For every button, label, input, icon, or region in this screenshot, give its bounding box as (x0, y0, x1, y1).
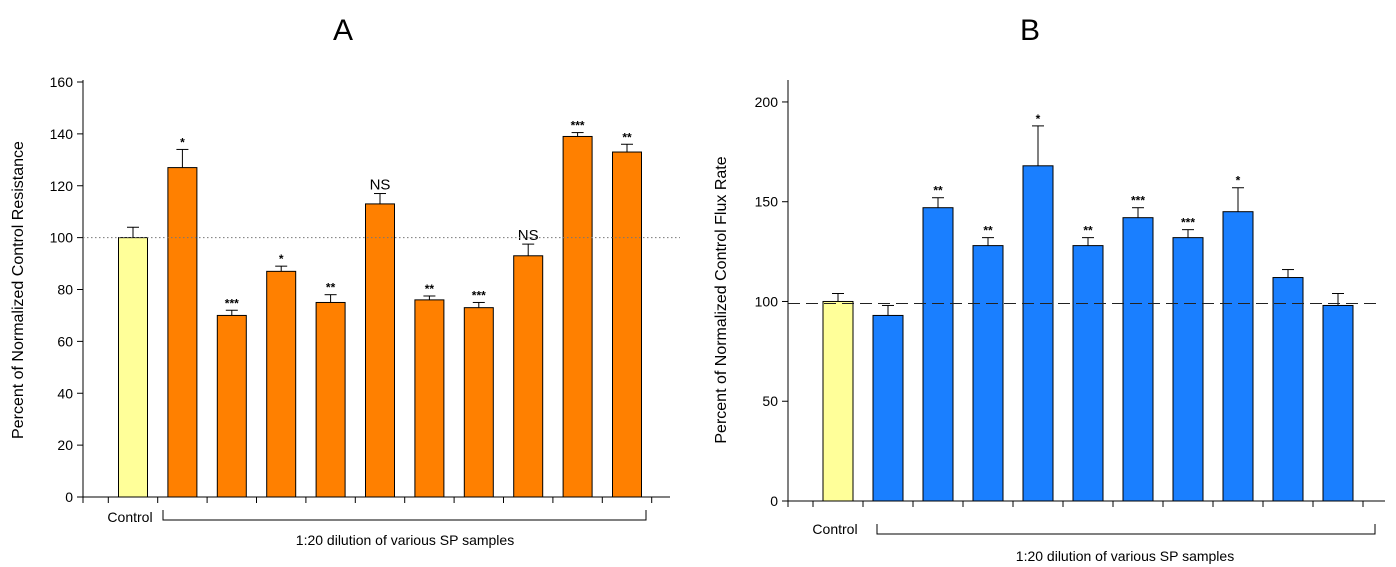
panel-a-bar (463, 307, 494, 498)
panel-b-bar (1172, 237, 1204, 502)
panel-b-significance-label: * (1236, 174, 1241, 188)
panel-b-significance-label: *** (1181, 216, 1195, 230)
panel-a-y-tick-label: 140 (50, 126, 74, 142)
panel-b-significance-label: ** (983, 224, 993, 238)
panel-b-bar (972, 245, 1004, 502)
panel-a-significance-label: ** (622, 130, 632, 144)
panel-a: A Percent of Normalized Control Resistan… (10, 14, 680, 548)
panel-b-significance-label: ** (1083, 224, 1093, 238)
panel-a-y-tick-label: 40 (57, 385, 73, 401)
panel-b-y-tick-label: 50 (762, 393, 778, 409)
panel-a-significance-label: ** (425, 282, 435, 296)
panel-a-group-label: 1:20 dilution of various SP samples (296, 532, 514, 548)
panel-b-bar (1122, 217, 1154, 502)
panel-a-significance-label: *** (472, 288, 486, 302)
panel-b-bar (822, 300, 854, 502)
panel-a-significance-label: NS (370, 177, 391, 194)
panel-a-significance-label: ** (326, 281, 336, 295)
panel-a-bar (315, 301, 346, 498)
panel-a-letter: A (333, 14, 353, 47)
panel-a-bar (513, 255, 544, 498)
panel-a-y-tick-label: 80 (57, 282, 73, 298)
panel-b-significance-label: * (1036, 112, 1041, 126)
panel-b-bar (1322, 304, 1354, 502)
panel-b-bar (1222, 211, 1254, 502)
panel-a-significance-label: *** (571, 119, 585, 133)
panel-a-bar (612, 151, 642, 498)
panel-a-group-bracket (162, 510, 647, 521)
panel-a-bar (216, 314, 247, 498)
panel-a-significance-label: NS (518, 227, 539, 244)
panel-b-y-axis-label: Percent of Normalized Control Flux Rate (713, 156, 730, 443)
panel-a-y-tick-label: 160 (50, 74, 74, 90)
panel-b-control-label: Control (812, 521, 857, 537)
panel-b-y-tick-label: 200 (755, 94, 779, 110)
panel-a-significance-label: *** (225, 296, 239, 310)
panel-a-y-tick-label: 120 (50, 178, 74, 194)
panel-b-significance-label: ** (933, 184, 943, 198)
panel-b-bar (1272, 277, 1304, 502)
panel-a-bar (167, 167, 198, 498)
panel-b-letter: B (1020, 14, 1040, 47)
panel-b-bar (1022, 165, 1054, 502)
panel-a-y-tick-label: 0 (65, 489, 73, 505)
panel-b-bar (872, 314, 904, 502)
panel-b-y-tick-label: 150 (755, 194, 779, 210)
panel-b-group-bracket (876, 524, 1376, 535)
panel-a-y-tick-label: 100 (50, 230, 74, 246)
panel-a-bar (414, 299, 445, 498)
panel-b-bar (1072, 245, 1104, 502)
panel-a-bar (118, 237, 148, 498)
panel-a-significance-label: * (279, 252, 284, 266)
panel-a-significance-label: * (180, 135, 185, 149)
panel-a-bar (562, 135, 593, 498)
panel-b-y-tick-label: 100 (755, 293, 779, 309)
panel-a-y-axis-label: Percent of Normalized Control Resistance (10, 141, 27, 439)
panel-a-bar (266, 270, 297, 498)
panel-a-bar (365, 203, 395, 498)
panel-b-significance-label: *** (1131, 194, 1145, 208)
panel-a-control-label: Control (107, 509, 152, 525)
panel-b-y-tick-label: 0 (770, 493, 778, 509)
panel-a-y-tick-label: 60 (57, 333, 73, 349)
panel-b-bar (922, 207, 954, 502)
panel-b-group-label: 1:20 dilution of various SP samples (1016, 548, 1234, 564)
panel-a-y-tick-label: 20 (57, 437, 73, 453)
panel-b: B Percent of Normalized Control Flux Rat… (713, 14, 1385, 564)
